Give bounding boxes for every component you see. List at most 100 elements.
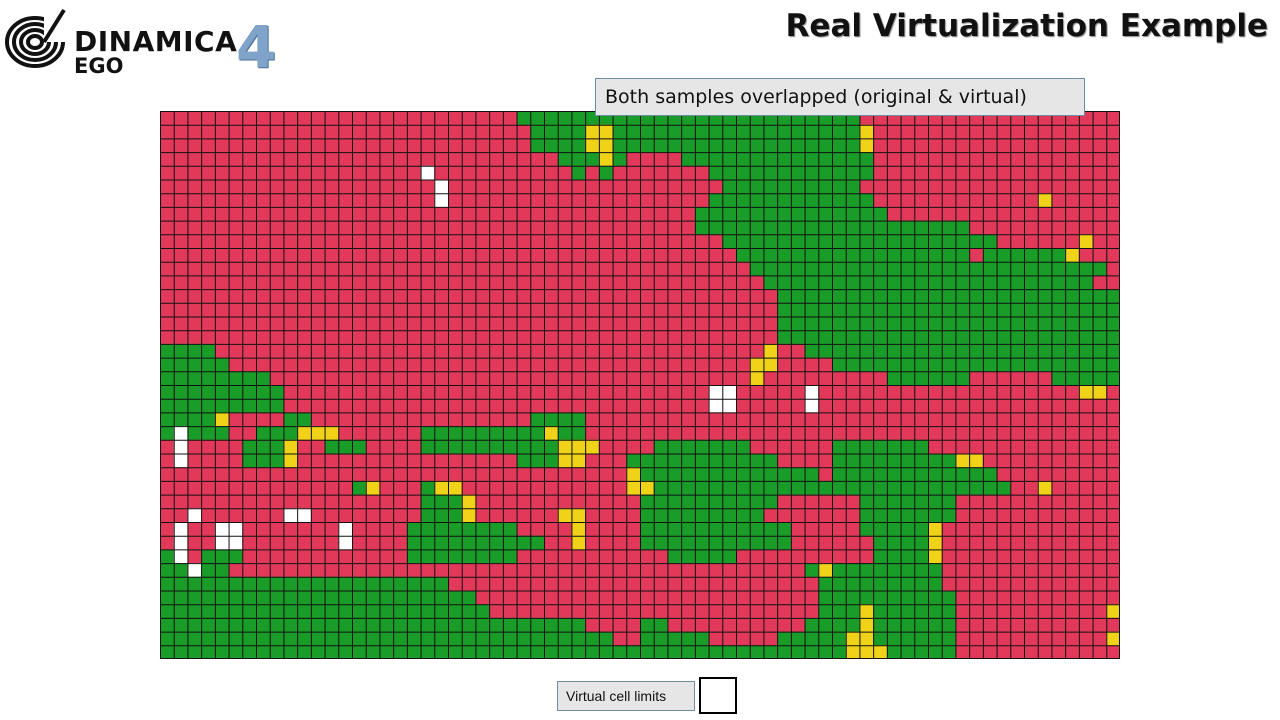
grid-cell <box>187 124 202 139</box>
grid-cell <box>365 275 380 290</box>
grid-cell <box>886 357 901 372</box>
grid-cell <box>269 248 284 262</box>
grid-cell <box>365 522 380 536</box>
grid-cell <box>256 234 271 249</box>
grid-cell <box>324 261 339 276</box>
grid-cell <box>448 234 463 249</box>
grid-cell <box>1065 152 1080 167</box>
grid-cell <box>1065 412 1080 427</box>
grid-cell <box>489 576 504 591</box>
grid-cell <box>818 385 833 399</box>
grid-cell <box>475 261 490 276</box>
grid-cell <box>187 343 202 358</box>
grid-cell <box>544 631 559 646</box>
grid-cell <box>626 398 641 413</box>
grid-cell <box>1065 549 1080 564</box>
grid-cell <box>1010 645 1025 659</box>
grid-cell <box>1078 330 1093 345</box>
grid-cell <box>516 371 531 386</box>
grid-cell <box>1010 439 1025 454</box>
grid-cell <box>667 275 682 290</box>
grid-cell <box>283 234 298 249</box>
grid-cell <box>530 604 545 619</box>
grid-cell <box>736 289 751 304</box>
grid-cell <box>982 522 997 536</box>
grid-cell <box>1037 467 1052 482</box>
grid-cell <box>379 261 394 276</box>
grid-cell <box>228 522 243 536</box>
grid-cell <box>598 535 613 550</box>
grid-cell <box>1065 426 1080 441</box>
grid-cell <box>544 289 559 304</box>
grid-cell <box>996 645 1011 659</box>
grid-cell <box>269 206 284 221</box>
grid-cell <box>886 124 901 139</box>
grid-cell <box>763 234 778 249</box>
grid-cell <box>900 576 915 591</box>
grid-cell <box>297 480 312 495</box>
grid-cell <box>187 576 202 591</box>
grid-cell <box>832 494 847 509</box>
grid-cell <box>475 302 490 317</box>
grid-cell <box>420 111 435 125</box>
grid-cell <box>612 206 627 221</box>
grid-cell <box>955 138 970 153</box>
grid-cell <box>434 234 449 249</box>
grid-cell <box>530 535 545 550</box>
grid-cell <box>763 193 778 208</box>
grid-cell <box>832 302 847 317</box>
grid-cell <box>365 343 380 358</box>
grid-cell <box>667 590 682 605</box>
grid-cell <box>1065 508 1080 523</box>
grid-cell <box>736 357 751 372</box>
grid-cell <box>338 316 353 331</box>
grid-cell <box>914 398 929 413</box>
grid-cell <box>269 165 284 180</box>
grid-cell <box>681 522 696 536</box>
grid-cell <box>736 604 751 619</box>
grid-cell <box>777 343 792 358</box>
grid-cell <box>379 467 394 482</box>
grid-cell <box>955 234 970 249</box>
grid-cell <box>173 261 188 276</box>
grid-cell <box>1024 426 1039 441</box>
grid-cell <box>790 220 805 235</box>
grid-cell <box>393 275 408 290</box>
grid-cell <box>708 426 723 441</box>
grid-cell <box>420 522 435 536</box>
grid-cell <box>982 316 997 331</box>
grid-cell <box>763 165 778 180</box>
grid-cell <box>708 302 723 317</box>
grid-cell <box>845 398 860 413</box>
grid-cell <box>338 494 353 509</box>
grid-cell <box>914 604 929 619</box>
grid-cell <box>859 522 874 536</box>
grid-cell <box>777 193 792 208</box>
grid-cell <box>667 604 682 619</box>
grid-cell <box>516 179 531 194</box>
grid-cell <box>324 439 339 454</box>
grid-cell <box>722 494 737 509</box>
grid-cell <box>544 220 559 235</box>
grid-cell <box>1078 631 1093 646</box>
grid-cell <box>859 631 874 646</box>
grid-cell <box>694 124 709 139</box>
grid-cell <box>571 508 586 523</box>
grid-cell <box>434 206 449 221</box>
grid-cell <box>338 453 353 468</box>
grid-cell <box>832 508 847 523</box>
grid-cell <box>338 124 353 139</box>
grid-cell <box>201 522 216 536</box>
grid-cell <box>640 508 655 523</box>
grid-cell <box>544 275 559 290</box>
grid-cell <box>557 617 572 632</box>
grid-cell <box>626 412 641 427</box>
grid-cell <box>626 193 641 208</box>
grid-cell <box>187 371 202 386</box>
grid-cell <box>242 522 257 536</box>
grid-cell <box>571 371 586 386</box>
grid-cell <box>859 193 874 208</box>
grid-cell <box>1065 535 1080 550</box>
grid-cell <box>1010 220 1025 235</box>
grid-cell <box>914 248 929 262</box>
